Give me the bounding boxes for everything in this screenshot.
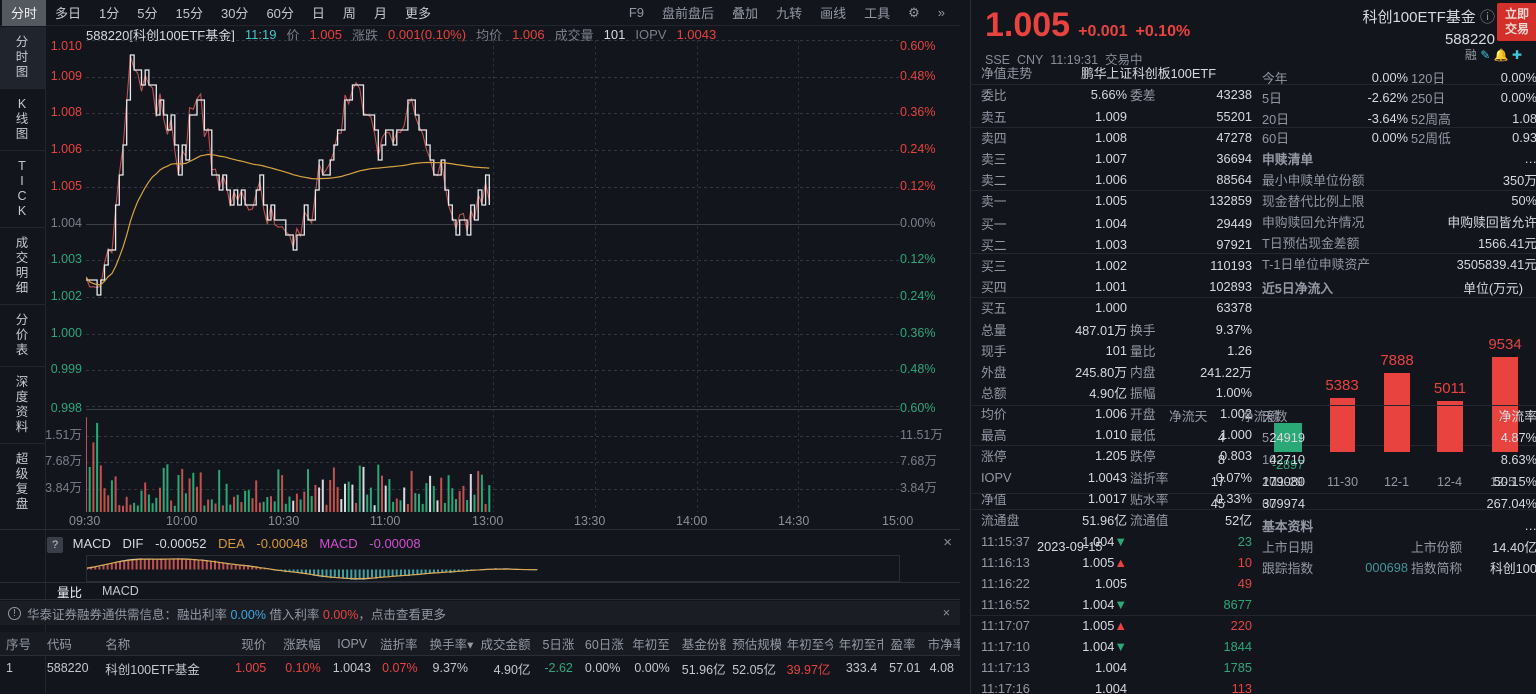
svg-text:5383: 5383 bbox=[1325, 377, 1358, 394]
svg-text:5011: 5011 bbox=[1434, 380, 1466, 397]
svg-text:9534: 9534 bbox=[1488, 336, 1521, 353]
svg-text:7888: 7888 bbox=[1380, 352, 1413, 369]
